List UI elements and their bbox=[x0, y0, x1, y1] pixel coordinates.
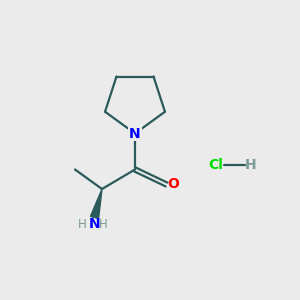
Text: N: N bbox=[129, 127, 141, 140]
Text: H: H bbox=[99, 218, 108, 231]
Text: Cl: Cl bbox=[208, 158, 224, 172]
Text: N: N bbox=[89, 217, 100, 230]
Text: H: H bbox=[77, 218, 86, 231]
Polygon shape bbox=[90, 189, 102, 219]
Text: H: H bbox=[245, 158, 256, 172]
Text: O: O bbox=[167, 178, 179, 191]
